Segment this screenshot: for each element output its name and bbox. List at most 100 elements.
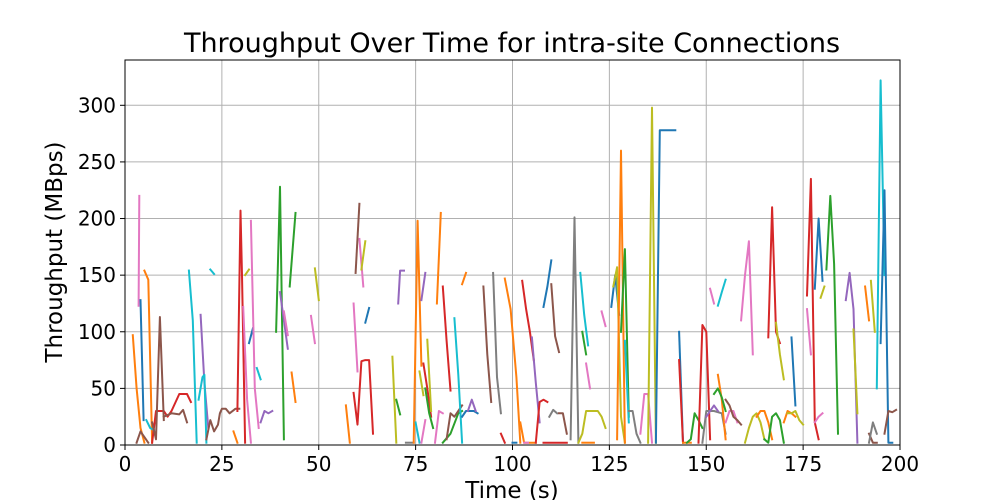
x-tick-label: 0 bbox=[119, 452, 132, 476]
series-line-23 bbox=[275, 185, 285, 441]
axis-ticks: 0 25 50 75 100 125 150 175 200 0 50 100 150 200 250 300 bbox=[78, 93, 919, 476]
series-line-116 bbox=[825, 194, 840, 435]
series-line-48 bbox=[426, 338, 433, 413]
series-line-73 bbox=[569, 216, 580, 444]
series-line-25 bbox=[282, 310, 289, 337]
y-tick-label: 100 bbox=[78, 320, 116, 344]
series-lines bbox=[131, 79, 898, 445]
series-line-13 bbox=[205, 407, 241, 441]
series-line-9 bbox=[162, 408, 189, 424]
x-tick-label: 50 bbox=[306, 452, 331, 476]
series-line-79 bbox=[600, 310, 607, 328]
series-line-77 bbox=[584, 362, 592, 390]
series-line-75 bbox=[579, 271, 590, 347]
series-line-2 bbox=[137, 194, 141, 307]
series-line-43 bbox=[420, 418, 427, 444]
series-line-95 bbox=[704, 404, 720, 419]
series-line-119 bbox=[863, 285, 871, 322]
series-line-4 bbox=[139, 299, 145, 422]
x-axis-label: Time (s) bbox=[464, 478, 559, 500]
series-line-101 bbox=[724, 398, 743, 427]
series-line-3 bbox=[135, 430, 150, 445]
series-line-31 bbox=[352, 302, 359, 373]
series-line-39 bbox=[395, 398, 402, 416]
series-line-69 bbox=[547, 408, 559, 419]
series-line-54 bbox=[453, 317, 464, 444]
series-line-20 bbox=[249, 219, 260, 430]
series-line-29 bbox=[313, 267, 320, 302]
series-line-33 bbox=[352, 359, 375, 435]
series-line-24 bbox=[278, 290, 289, 350]
y-tick-label: 250 bbox=[78, 150, 116, 174]
series-line-47 bbox=[424, 387, 435, 430]
series-line-10 bbox=[187, 269, 198, 444]
x-tick-label: 75 bbox=[403, 452, 428, 476]
series-line-122 bbox=[867, 421, 879, 444]
series-line-50 bbox=[433, 410, 445, 444]
series-line-97 bbox=[716, 278, 727, 307]
y-tick-label: 50 bbox=[91, 376, 116, 400]
series-line-124 bbox=[879, 189, 894, 444]
series-line-111 bbox=[805, 177, 820, 441]
series-line-27 bbox=[290, 371, 297, 404]
series-line-114 bbox=[813, 411, 824, 424]
x-tick-label: 25 bbox=[209, 452, 234, 476]
y-tick-label: 300 bbox=[78, 93, 116, 117]
series-line-41 bbox=[412, 219, 423, 444]
series-line-19 bbox=[247, 327, 255, 345]
series-line-36 bbox=[364, 306, 371, 324]
series-line-115 bbox=[819, 285, 826, 300]
series-line-88 bbox=[654, 129, 677, 444]
series-line-8 bbox=[150, 316, 165, 441]
series-line-93 bbox=[697, 324, 712, 444]
series-line-102 bbox=[740, 240, 754, 356]
series-line-59 bbox=[492, 271, 503, 415]
series-line-72 bbox=[558, 412, 568, 435]
series-line-68 bbox=[542, 259, 553, 309]
series-line-82 bbox=[616, 149, 626, 444]
series-line-30 bbox=[344, 404, 351, 444]
series-line-60 bbox=[499, 432, 507, 445]
series-line-12 bbox=[197, 373, 208, 444]
series-line-45 bbox=[420, 271, 427, 302]
x-tick-label: 175 bbox=[784, 452, 822, 476]
series-line-21 bbox=[255, 366, 262, 381]
series-line-74 bbox=[577, 410, 607, 445]
series-line-109 bbox=[786, 410, 805, 427]
series-line-90 bbox=[678, 359, 685, 444]
series-line-70 bbox=[550, 283, 561, 354]
series-line-83 bbox=[619, 248, 630, 418]
x-tick-label: 200 bbox=[881, 452, 919, 476]
series-line-32 bbox=[354, 202, 361, 274]
y-tick-label: 200 bbox=[78, 207, 116, 231]
series-line-57 bbox=[466, 398, 477, 413]
x-tick-label: 150 bbox=[687, 452, 725, 476]
series-line-125 bbox=[883, 408, 898, 435]
series-line-35 bbox=[360, 240, 367, 271]
series-line-55 bbox=[460, 271, 468, 286]
series-line-99 bbox=[712, 387, 727, 413]
series-line-87 bbox=[647, 106, 657, 444]
series-line-26 bbox=[288, 211, 297, 288]
series-line-49 bbox=[435, 211, 442, 305]
series-line-18 bbox=[243, 268, 251, 277]
series-line-46 bbox=[422, 362, 433, 418]
x-tick-label: 100 bbox=[493, 452, 531, 476]
series-line-78 bbox=[581, 330, 588, 356]
x-tick-label: 125 bbox=[590, 452, 628, 476]
series-line-58 bbox=[482, 285, 493, 404]
series-line-37 bbox=[391, 355, 398, 444]
series-line-112 bbox=[805, 308, 812, 356]
series-line-17 bbox=[242, 305, 252, 444]
series-line-85 bbox=[627, 410, 642, 445]
series-line-28 bbox=[309, 314, 317, 345]
series-line-61 bbox=[503, 277, 522, 444]
series-line-14 bbox=[208, 268, 216, 276]
series-line-118 bbox=[852, 328, 859, 415]
series-line-86 bbox=[639, 393, 654, 444]
series-line-42 bbox=[414, 421, 421, 444]
series-line-106 bbox=[762, 412, 785, 444]
y-tick-label: 0 bbox=[103, 433, 116, 457]
series-line-103 bbox=[743, 412, 766, 444]
